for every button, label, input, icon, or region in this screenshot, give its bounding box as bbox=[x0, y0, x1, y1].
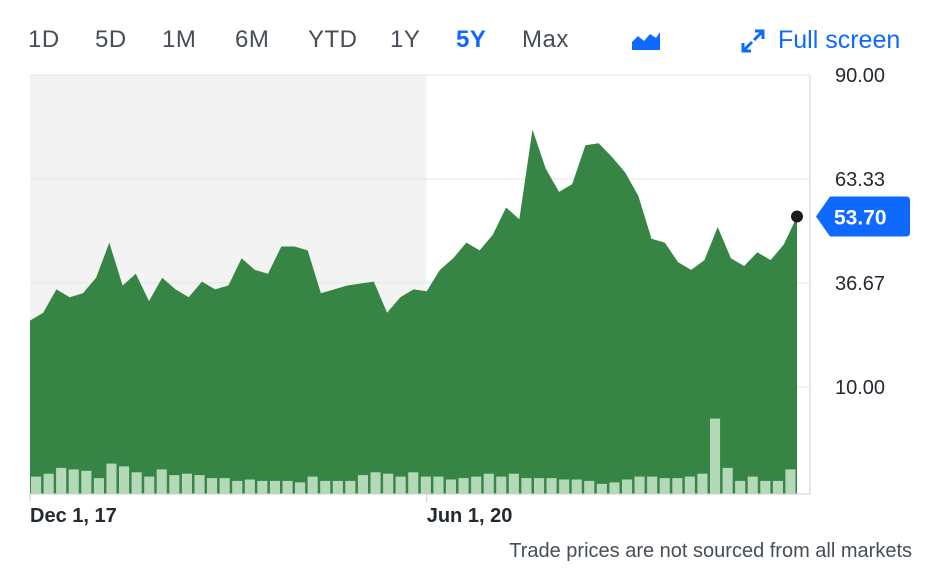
volume-bar bbox=[357, 475, 368, 494]
range-1m-button[interactable]: 1M bbox=[162, 26, 197, 53]
volume-bar bbox=[269, 480, 280, 494]
x-tick-label: Jun 1, 20 bbox=[427, 505, 513, 527]
volume-bar bbox=[445, 479, 456, 494]
last-price-dot bbox=[791, 210, 803, 223]
volume-bar bbox=[772, 480, 783, 494]
volume-bar bbox=[106, 463, 117, 494]
volume-bar bbox=[684, 476, 695, 494]
volume-bar bbox=[747, 476, 758, 494]
volume-bar bbox=[232, 480, 243, 494]
volume-bar bbox=[760, 480, 771, 494]
volume-bar bbox=[31, 476, 42, 494]
volume-bar bbox=[546, 478, 557, 494]
volume-bar bbox=[194, 475, 205, 494]
footnote: Trade prices are not sourced from all ma… bbox=[509, 540, 912, 562]
volume-bar bbox=[320, 480, 331, 494]
volume-bar bbox=[207, 478, 218, 494]
volume-bar bbox=[609, 482, 620, 494]
volume-bar bbox=[785, 469, 796, 494]
range-ytd-button[interactable]: YTD bbox=[308, 26, 358, 53]
volume-bar bbox=[496, 476, 507, 494]
range-6m-button[interactable]: 6M bbox=[235, 26, 270, 53]
volume-bar bbox=[622, 479, 633, 494]
volume-bar bbox=[282, 480, 293, 494]
volume-bar bbox=[332, 480, 343, 494]
volume-bar bbox=[257, 480, 268, 494]
volume-bar bbox=[181, 473, 192, 494]
volume-bar bbox=[68, 469, 79, 494]
volume-bar bbox=[345, 480, 356, 494]
volume-bar bbox=[56, 467, 67, 494]
volume-bar bbox=[169, 475, 180, 494]
area-chart-icon[interactable] bbox=[630, 28, 662, 52]
volume-bar bbox=[370, 472, 381, 495]
volume-bar bbox=[144, 476, 155, 494]
volume-bar bbox=[521, 478, 532, 494]
volume-bar bbox=[584, 480, 595, 494]
volume-bar bbox=[81, 470, 92, 494]
volume-bar bbox=[131, 472, 142, 495]
expand-arrows-icon bbox=[741, 29, 765, 53]
volume-bar bbox=[307, 476, 318, 494]
last-price-badge bbox=[816, 196, 910, 237]
volume-bar bbox=[672, 478, 683, 494]
volume-bar bbox=[697, 473, 708, 494]
range-1y-button[interactable]: 1Y bbox=[390, 26, 421, 53]
range-5y-button[interactable]: 5Y bbox=[456, 26, 487, 53]
volume-bar bbox=[408, 472, 419, 495]
volume-bar bbox=[295, 482, 306, 494]
volume-bar bbox=[722, 467, 733, 494]
volume-bar bbox=[483, 473, 494, 494]
range-1d-button[interactable]: 1D bbox=[28, 26, 60, 53]
volume-bar bbox=[43, 473, 54, 494]
x-tick-label: Dec 1, 17 bbox=[30, 505, 117, 527]
volume-bar bbox=[735, 480, 746, 494]
volume-bar bbox=[420, 476, 431, 494]
volume-bar bbox=[433, 476, 444, 494]
volume-bar bbox=[647, 476, 658, 494]
volume-bar bbox=[156, 469, 167, 494]
range-max-button[interactable]: Max bbox=[522, 26, 569, 53]
volume-bar bbox=[471, 476, 482, 494]
volume-bar bbox=[710, 418, 721, 494]
fullscreen-label: Full screen bbox=[778, 26, 901, 54]
volume-bar bbox=[659, 478, 670, 494]
volume-bar bbox=[596, 483, 607, 495]
volume-bar bbox=[571, 479, 582, 494]
volume-bar bbox=[559, 479, 570, 494]
volume-bar bbox=[244, 479, 255, 494]
y-tick-label: 90.00 bbox=[835, 65, 885, 87]
volume-bar bbox=[458, 478, 469, 494]
volume-bar bbox=[93, 478, 104, 494]
last-price-label: 53.70 bbox=[834, 206, 887, 229]
volume-bar bbox=[634, 476, 645, 494]
volume-bar bbox=[395, 476, 406, 494]
volume-bar bbox=[119, 466, 130, 494]
y-tick-label: 10.00 bbox=[835, 377, 885, 399]
y-tick-label: 36.67 bbox=[835, 273, 885, 295]
volume-bar bbox=[534, 478, 545, 494]
volume-bar bbox=[508, 473, 519, 494]
y-tick-label: 63.33 bbox=[835, 169, 885, 191]
volume-bar bbox=[383, 473, 394, 494]
volume-bar bbox=[219, 478, 230, 494]
range-5d-button[interactable]: 5D bbox=[95, 26, 127, 53]
range-selector: 1D 5D 1M 6M YTD 1Y 5Y Max Full screen bbox=[0, 20, 936, 60]
price-area bbox=[30, 129, 797, 494]
